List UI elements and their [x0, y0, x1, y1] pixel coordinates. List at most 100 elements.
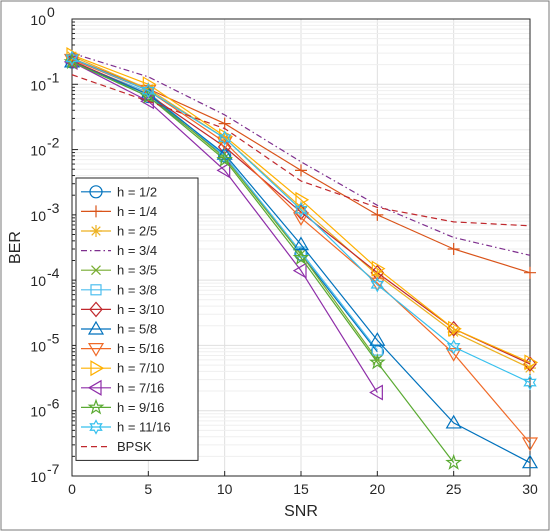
plus-marker — [218, 117, 231, 130]
legend-label: h = 5/16 — [117, 341, 164, 356]
triangle-right-marker — [90, 360, 105, 377]
y-tick-exponent: -1 — [47, 69, 60, 85]
legend-label: BPSK — [117, 439, 152, 454]
triangle-right-marker — [142, 76, 157, 93]
legend-label: h = 1/2 — [117, 184, 157, 199]
plus-marker — [447, 242, 460, 255]
legend-label: h = 3/10 — [117, 302, 164, 317]
diamond-marker — [89, 301, 103, 318]
triangle-up-marker — [369, 332, 386, 346]
series-bpsk — [71, 74, 531, 227]
hexagram-marker — [89, 419, 103, 435]
triangle-right-marker — [524, 354, 539, 371]
asterisk-marker — [524, 362, 536, 375]
y-tick-label: 10 — [30, 208, 46, 224]
legend-entry: h = 3/10 — [81, 301, 164, 318]
legend-entry: h = 1/2 — [81, 184, 157, 199]
circle-marker — [89, 185, 103, 199]
series-line — [71, 61, 378, 393]
square-marker — [90, 284, 102, 296]
y-tick-base: 10 — [30, 143, 46, 159]
legend-label: h = 7/10 — [117, 361, 164, 376]
y-tick-label: 10 — [30, 338, 46, 354]
x-tick-label: 10 — [217, 481, 233, 497]
triangle-up-marker — [521, 454, 539, 469]
legend-box — [75, 177, 199, 461]
pentagram-marker — [368, 353, 386, 370]
plus-marker — [90, 205, 102, 218]
asterisk-marker — [90, 225, 102, 237]
triangle-up-marker — [445, 414, 462, 429]
triangle-right-marker — [448, 320, 462, 337]
pentagram-marker — [445, 453, 463, 470]
series-line — [71, 61, 455, 464]
legend-entry: h = 3/4 — [81, 243, 157, 258]
legend: h = 1/2 h = 1/4 h = 2/5 h = 3/4 h = 3/5 h = 3… — [75, 177, 199, 461]
hexagram-marker — [65, 50, 79, 67]
x-axis-label: SNR — [284, 503, 318, 520]
triangle-up-marker — [87, 320, 105, 335]
triangle-left-marker — [369, 384, 383, 401]
legend-entry: h = 7/16 — [81, 379, 164, 396]
y-tick-exponent: -3 — [47, 200, 60, 216]
legend-label: h = 9/16 — [117, 400, 164, 415]
legend-label: h = 3/5 — [117, 263, 157, 278]
asterisk-marker — [371, 268, 384, 281]
plus-marker — [371, 208, 384, 221]
hexagram-marker — [446, 339, 461, 355]
legend-entry: h = 2/5 — [81, 224, 157, 239]
legend-entry: h = 3/5 — [81, 263, 157, 278]
legend-label: h = 7/16 — [117, 380, 164, 395]
asterisk-marker — [295, 201, 307, 214]
legend-entry: h = 11/16 — [81, 419, 171, 435]
asterisk-marker — [447, 326, 460, 339]
x-tick-label: 0 — [68, 481, 76, 497]
legend-label: h = 5/8 — [117, 322, 157, 337]
legend-label: h = 2/5 — [117, 224, 157, 239]
hexagram-marker — [217, 130, 232, 146]
series-line — [71, 61, 378, 351]
y-tick-base: 10 — [30, 208, 46, 224]
y-tick-exponent: -4 — [47, 265, 60, 281]
triangle-down-marker — [445, 347, 462, 362]
triangle-right-marker — [371, 260, 386, 277]
y-axis-label: BER — [7, 231, 24, 264]
hexagram-marker — [370, 276, 385, 293]
pentagram-marker — [216, 150, 234, 167]
triangle-left-marker — [87, 379, 102, 396]
plus-marker — [295, 164, 307, 177]
legend-entry: h = 1/4 — [81, 204, 157, 219]
legend-entry: h = 5/16 — [81, 341, 164, 357]
series-line — [71, 61, 531, 464]
x-tick-label: 20 — [370, 481, 386, 497]
legend-label: h = 1/4 — [117, 204, 157, 219]
y-tick-label: 10 — [30, 12, 46, 28]
series-line — [71, 57, 531, 384]
triangle-right-marker — [295, 191, 310, 208]
y-tick-label: 10 — [30, 404, 46, 420]
legend-entry: BPSK — [81, 439, 152, 454]
y-tick-exponent: 0 — [47, 4, 55, 20]
pentagram-marker — [292, 248, 310, 265]
y-tick-exponent: -6 — [47, 396, 60, 412]
triangle-left-marker — [216, 162, 231, 179]
plus-marker — [524, 266, 536, 279]
legend-entry: h = 3/8 — [81, 282, 157, 297]
x-tick-label: 25 — [446, 481, 462, 497]
y-tick-label: 10 — [30, 77, 46, 93]
series-h-11-16 — [65, 50, 537, 391]
x-tick-label: 30 — [522, 481, 538, 497]
legend-entry: h = 7/10 — [81, 360, 164, 377]
triangle-down-marker — [292, 212, 310, 227]
series-lines — [63, 47, 539, 470]
y-tick-base: 10 — [30, 404, 46, 420]
x-tick-label: 5 — [144, 481, 152, 497]
legend-label: h = 11/16 — [117, 420, 171, 435]
y-tick-label: 10 — [30, 469, 46, 485]
hexagram-marker — [523, 374, 537, 391]
hexagram-marker — [294, 201, 308, 218]
diamond-marker — [523, 356, 537, 372]
triangle-down-marker — [521, 437, 539, 452]
